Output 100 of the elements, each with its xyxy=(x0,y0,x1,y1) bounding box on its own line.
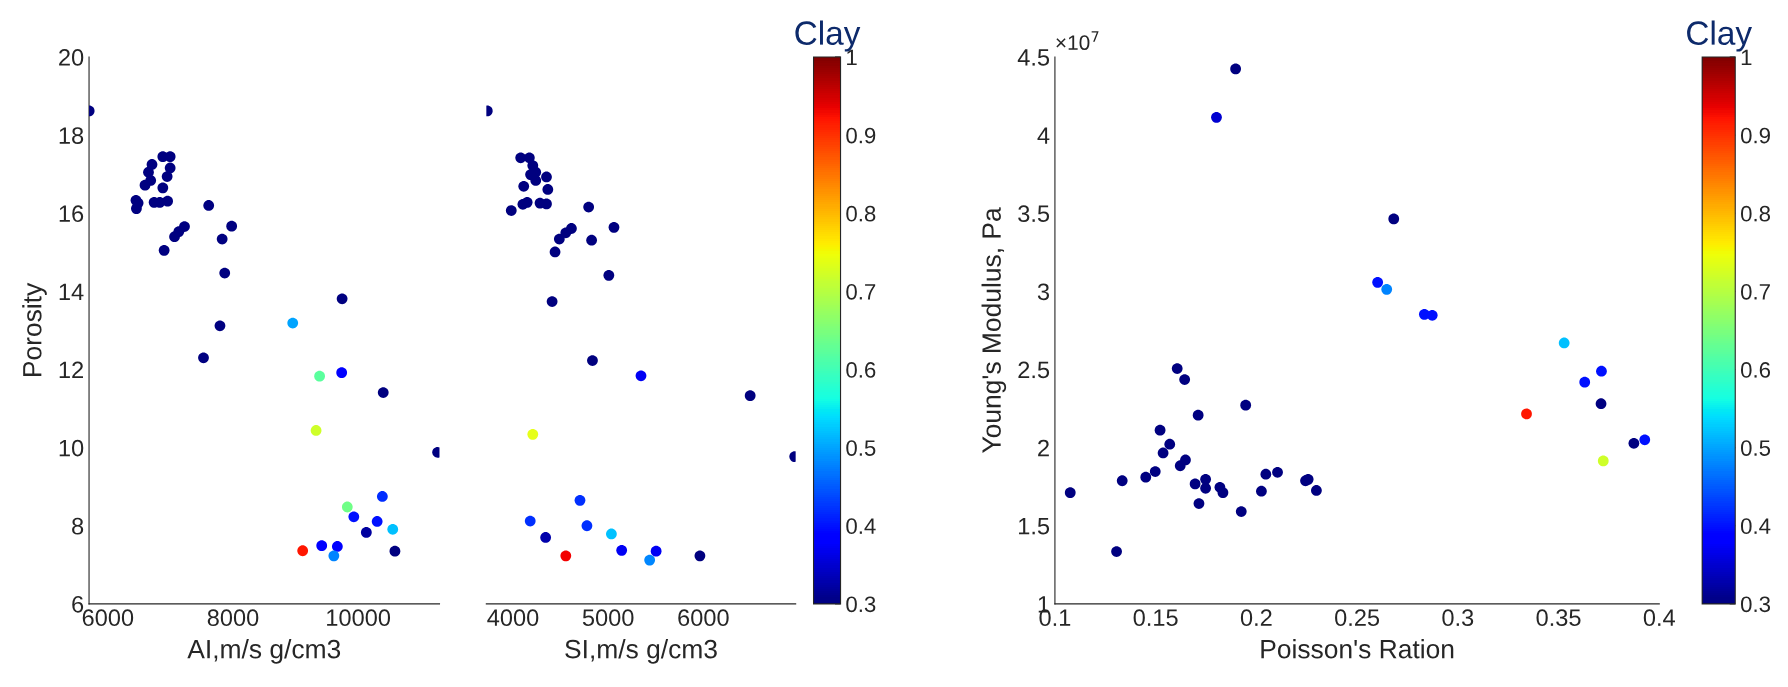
point xyxy=(1179,374,1191,385)
color-bar-label: 0.4 xyxy=(846,518,876,535)
color-bar-label: 0.3 xyxy=(846,596,876,613)
point xyxy=(1164,438,1176,450)
point xyxy=(1426,309,1438,321)
y-tick-label: 4.5 xyxy=(1017,49,1050,66)
x-tick-label: 6000 xyxy=(82,609,134,627)
x-axis-title: SI,m/s g/cm3 xyxy=(565,639,717,664)
point xyxy=(650,545,662,557)
point xyxy=(1140,471,1152,483)
y-tick-label: 6 xyxy=(72,595,84,613)
point xyxy=(371,516,383,527)
point xyxy=(524,515,536,527)
point xyxy=(586,234,597,246)
point xyxy=(336,367,348,379)
point xyxy=(1272,466,1283,478)
point xyxy=(314,370,325,382)
point xyxy=(542,184,554,195)
y-tick-label: 10 xyxy=(59,439,84,457)
point xyxy=(387,523,399,535)
point xyxy=(527,428,539,440)
point xyxy=(694,550,706,562)
point xyxy=(1597,455,1609,467)
point xyxy=(1521,408,1532,420)
point xyxy=(310,425,322,436)
point xyxy=(287,317,299,329)
point xyxy=(581,520,593,532)
y-tick-label: 16 xyxy=(59,205,84,223)
point xyxy=(644,554,656,566)
y-tick-label: 3.5 xyxy=(1018,205,1050,223)
point xyxy=(331,541,343,552)
x-axis-title: AI,m/s g/cm3 xyxy=(187,639,341,664)
point xyxy=(560,550,572,562)
point xyxy=(1639,434,1651,446)
point xyxy=(1240,399,1252,411)
point xyxy=(1628,437,1640,449)
point xyxy=(1157,447,1169,459)
point xyxy=(341,501,353,513)
point xyxy=(1116,475,1128,487)
point xyxy=(203,200,215,211)
point xyxy=(376,491,388,502)
color-bar-label: 0.8 xyxy=(846,205,876,222)
point xyxy=(574,494,586,506)
point xyxy=(541,171,552,183)
point xyxy=(1388,213,1400,225)
color-bar-label: 0.8 xyxy=(1740,205,1771,222)
y-tick-label: 14 xyxy=(59,283,84,300)
point xyxy=(1200,473,1211,485)
x-tick-label: 0.15 xyxy=(1133,609,1178,627)
point xyxy=(162,195,173,207)
point xyxy=(541,198,552,210)
point xyxy=(540,532,552,543)
point xyxy=(1256,485,1267,497)
point xyxy=(1211,111,1222,123)
point xyxy=(1230,63,1241,75)
y-tick-label: 4 xyxy=(1037,127,1050,144)
point xyxy=(744,390,756,402)
point xyxy=(1235,506,1247,517)
color-bar-label: 0.4 xyxy=(1740,518,1771,535)
point xyxy=(1217,487,1229,499)
y-axis-title: Young's Modulus, Pa xyxy=(981,207,1007,453)
color-bar-label: 0.5 xyxy=(1740,440,1771,456)
color-bar-label: 0.9 xyxy=(1740,127,1770,144)
point xyxy=(549,246,561,258)
y-tick-label: 8 xyxy=(72,517,84,535)
point xyxy=(1171,363,1183,374)
point xyxy=(1111,546,1122,557)
point xyxy=(603,269,615,281)
x-tick-label: 5000 xyxy=(582,609,634,627)
point xyxy=(216,233,228,245)
point xyxy=(139,179,151,191)
point xyxy=(583,201,595,213)
x-axis-title: Poisson's Ration xyxy=(1261,639,1454,659)
color-bar-label: 0.7 xyxy=(1740,283,1770,300)
color-bar-label: 0.3 xyxy=(1740,596,1771,613)
point xyxy=(1189,478,1201,490)
point xyxy=(1149,466,1161,477)
x-tick-label: 0.3 xyxy=(1442,609,1474,627)
point xyxy=(1154,424,1166,436)
point xyxy=(553,233,565,245)
y-tick-label: 12 xyxy=(59,361,83,379)
point xyxy=(546,296,558,307)
x-tick-label: 6000 xyxy=(678,609,729,627)
point xyxy=(348,511,360,523)
point xyxy=(219,267,231,279)
point xyxy=(157,182,169,194)
color-bar-label: 0.5 xyxy=(846,440,876,456)
point xyxy=(1579,376,1591,388)
x-tick-label: 0.35 xyxy=(1536,609,1581,627)
point xyxy=(1200,482,1211,494)
point xyxy=(377,387,389,398)
point xyxy=(158,244,170,256)
point xyxy=(336,293,348,305)
point xyxy=(1260,468,1272,480)
point xyxy=(616,544,628,556)
point xyxy=(1064,487,1076,499)
point xyxy=(1558,337,1570,349)
point xyxy=(635,370,647,382)
point xyxy=(328,550,340,562)
color-bar-label: 0.6 xyxy=(1740,362,1771,378)
